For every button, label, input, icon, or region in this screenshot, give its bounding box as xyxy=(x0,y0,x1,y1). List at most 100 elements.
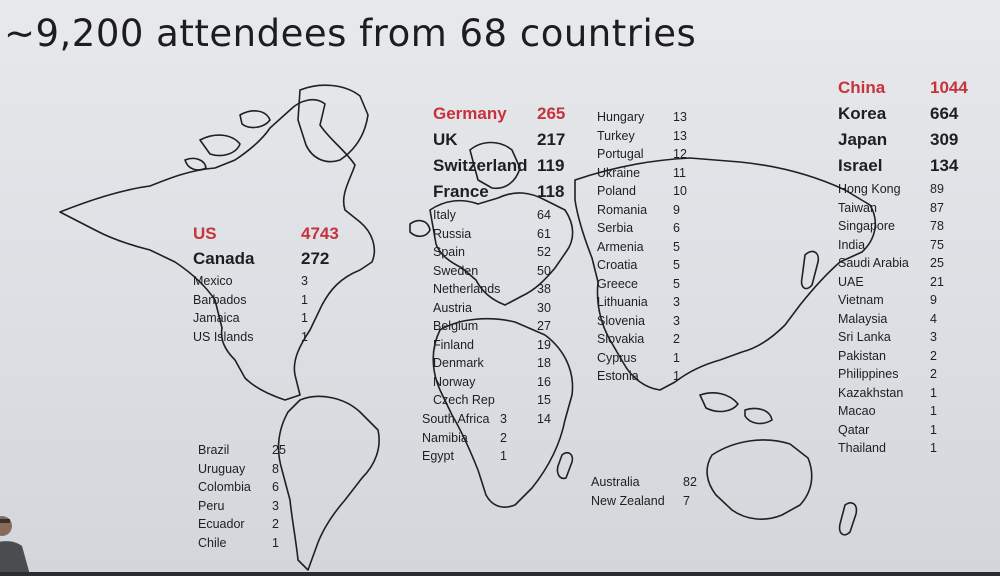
country-name: Mexico xyxy=(193,274,233,288)
country-name: Lithuania xyxy=(597,295,648,309)
attendee-count: 5 xyxy=(673,239,680,254)
country-name: Taiwan xyxy=(838,200,877,215)
attendee-count: 119 xyxy=(537,156,565,175)
attendee-count: 38 xyxy=(537,282,551,296)
attendee-count: 1 xyxy=(301,311,308,325)
country-name: Peru xyxy=(198,498,225,513)
country-name: Cyprus xyxy=(597,350,637,365)
attendee-count: 30 xyxy=(537,300,551,315)
attendee-count: 9 xyxy=(930,293,937,307)
attendee-count: 265 xyxy=(537,104,566,123)
attendee-count: 1 xyxy=(301,292,308,307)
country-name: Serbia xyxy=(597,221,634,235)
attendee-count: 3 xyxy=(673,313,680,328)
uk-outline xyxy=(409,219,431,238)
country-name: Armenia xyxy=(597,239,644,254)
country-name: Brazil xyxy=(198,443,230,457)
country-name: Sri Lanka xyxy=(838,330,891,344)
country-name: US Islands xyxy=(193,329,254,344)
attendee-count: 3 xyxy=(673,295,680,309)
new-zealand-outline xyxy=(838,502,858,536)
attendee-count: 134 xyxy=(930,156,959,175)
attendee-count: 217 xyxy=(537,130,566,149)
country-name: Sweden xyxy=(433,263,479,278)
country-name: Ukraine xyxy=(597,165,641,180)
attendee-count: 6 xyxy=(673,221,680,235)
country-name: Estonia xyxy=(597,369,639,383)
country-name: Barbados xyxy=(193,292,247,307)
country-name: Czech Rep xyxy=(433,393,495,407)
attendee-count: 1 xyxy=(930,422,937,437)
attendee-count: 1 xyxy=(272,535,279,550)
country-name: Macao xyxy=(838,404,876,418)
attendee-count: 4 xyxy=(930,311,937,326)
attendee-count: 13 xyxy=(673,110,687,124)
europe-outline xyxy=(429,192,574,306)
attendee-count: 25 xyxy=(930,256,944,270)
attendee-count: 10 xyxy=(673,184,687,198)
attendee-count: 3 xyxy=(272,498,279,513)
country-name: UAE xyxy=(838,274,864,289)
attendee-count: 3 xyxy=(500,412,507,426)
attendee-count: 87 xyxy=(930,200,944,215)
attendee-count: 64 xyxy=(537,208,551,222)
country-name: Jamaica xyxy=(193,311,240,325)
attendee-count: 1 xyxy=(673,350,680,365)
attendee-count: 13 xyxy=(673,128,687,143)
country-name: Belgium xyxy=(433,319,479,333)
country-name: Uruguay xyxy=(198,461,246,476)
attendee-count: 1 xyxy=(930,385,937,400)
country-name: Philippines xyxy=(838,367,899,381)
attendee-count: 1 xyxy=(500,449,507,463)
country-name: Vietnam xyxy=(838,293,884,307)
country-name: Australia xyxy=(591,475,640,489)
attendee-count: 18 xyxy=(537,356,551,370)
attendee-count: 5 xyxy=(673,258,680,272)
attendee-count: 118 xyxy=(537,182,565,201)
north-america-outline xyxy=(59,98,376,401)
speaker-silhouette xyxy=(0,516,30,572)
country-name: Colombia xyxy=(198,480,251,494)
attendee-count: 8 xyxy=(272,461,279,476)
attendee-count: 21 xyxy=(930,274,944,289)
country-name: Kazakhstan xyxy=(838,385,904,400)
country-name: Egypt xyxy=(422,449,454,463)
attendee-count: 272 xyxy=(301,249,330,268)
attendee-count: 7 xyxy=(683,493,690,508)
country-name: Slovenia xyxy=(597,313,645,328)
country-name: France xyxy=(433,182,489,201)
country-name: Malaysia xyxy=(838,311,888,326)
country-name: Poland xyxy=(597,184,636,198)
arctic-islands-outline xyxy=(184,110,271,171)
country-name: Israel xyxy=(838,156,883,175)
country-name: Romania xyxy=(597,202,648,217)
country-name: Russia xyxy=(433,226,472,241)
country-name: Thailand xyxy=(838,441,886,455)
attendee-count: 50 xyxy=(537,263,551,278)
country-name: Italy xyxy=(433,208,456,222)
africa-outline xyxy=(432,317,574,508)
country-name: Switzerland xyxy=(433,156,528,175)
attendee-count: 11 xyxy=(673,165,686,180)
attendee-count: 3 xyxy=(301,274,308,288)
country-name: Spain xyxy=(433,245,465,259)
attendee-count: 75 xyxy=(930,237,944,252)
attendee-count: 5 xyxy=(673,276,680,291)
greenland-outline xyxy=(297,84,369,163)
country-name: Portugal xyxy=(597,147,644,161)
country-name: Slovakia xyxy=(597,332,645,346)
attendee-count: 1044 xyxy=(930,78,968,97)
country-name: Saudi Arabia xyxy=(838,256,909,270)
country-name: Japan xyxy=(838,130,888,149)
attendee-count: 15 xyxy=(537,393,551,407)
australia-outline xyxy=(706,439,813,520)
country-name: Denmark xyxy=(433,356,484,370)
country-name: Qatar xyxy=(838,422,870,437)
attendee-count: 12 xyxy=(673,147,687,161)
attendee-count: 1 xyxy=(930,404,937,418)
country-name: Hong Kong xyxy=(838,182,901,196)
attendee-count: 14 xyxy=(537,411,551,426)
country-name: Chile xyxy=(198,535,227,550)
country-name: South Africa xyxy=(422,412,490,426)
